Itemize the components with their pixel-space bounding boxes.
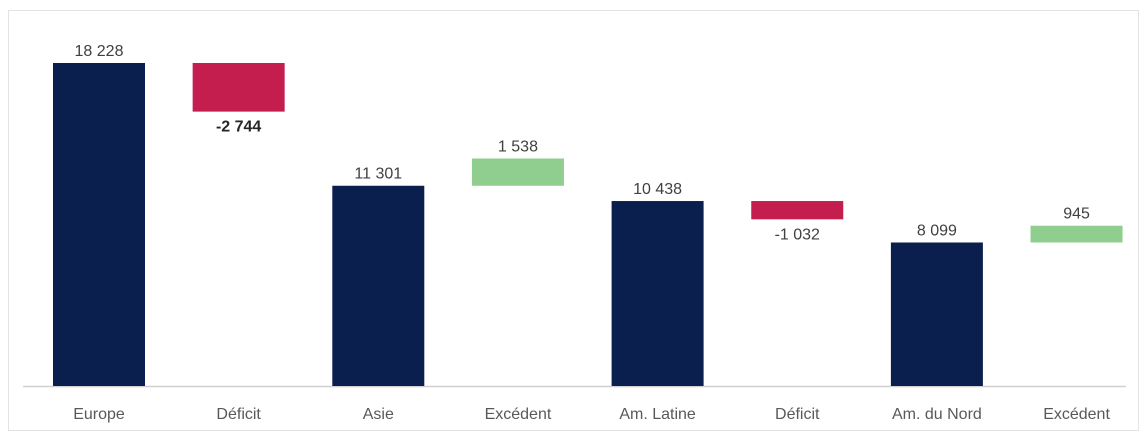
- x-tick-label-5: Déficit: [775, 406, 820, 423]
- chart-frame: 18 228 Europe -2 744 Déficit 11 301 Asie 1 538…: [8, 10, 1139, 431]
- x-tick-label-1: Déficit: [216, 406, 261, 423]
- data-label-6: 8 099: [917, 222, 957, 239]
- x-tick-label-3: Excédent: [485, 406, 552, 423]
- bar-3-surplus: [471, 158, 564, 186]
- data-label-1: -2 744: [216, 119, 261, 136]
- bar-2-total: [332, 185, 425, 386]
- data-label-5: -1 032: [775, 226, 820, 243]
- data-label-0: 18 228: [75, 43, 124, 60]
- bar-4-total: [611, 201, 704, 386]
- data-label-2: 11 301: [354, 166, 402, 183]
- data-label-7: 945: [1063, 206, 1090, 223]
- x-tick-label-4: Am. Latine: [619, 406, 696, 423]
- bar-5-deficit: [751, 201, 844, 220]
- data-label-4: 10 438: [633, 181, 682, 198]
- x-tick-label-2: Asie: [363, 406, 394, 423]
- x-tick-label-6: Am. du Nord: [892, 406, 982, 423]
- bar-6-total: [890, 242, 983, 386]
- x-tick-label-7: Excédent: [1043, 406, 1110, 423]
- x-tick-label-0: Europe: [73, 406, 125, 423]
- waterfall-chart: 18 228 Europe -2 744 Déficit 11 301 Asie 1 538…: [23, 43, 1126, 423]
- bar-7-surplus: [1030, 225, 1123, 243]
- bar-1-deficit: [192, 63, 285, 112]
- data-label-3: 1 538: [498, 138, 538, 155]
- bar-0-total: [53, 63, 145, 386]
